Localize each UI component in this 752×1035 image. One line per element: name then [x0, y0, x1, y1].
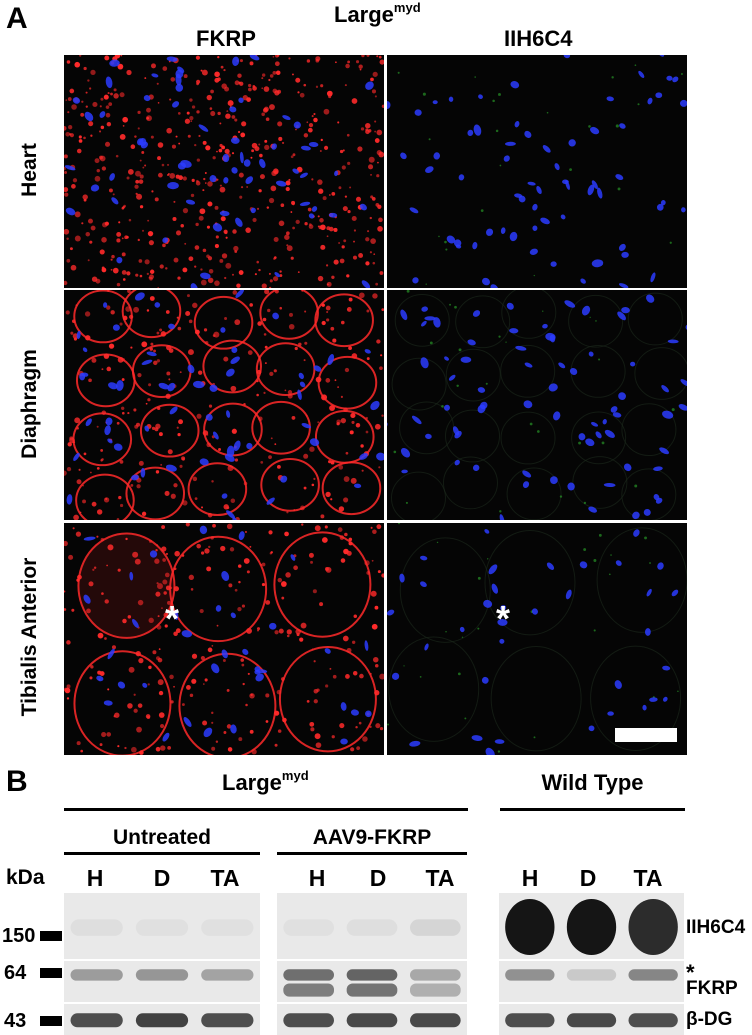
blot-aav9-fkrp	[277, 961, 467, 1002]
asterisk-tibialis-iih6c4: *	[496, 598, 511, 639]
marker-64-tick	[40, 968, 62, 978]
blot-untreated-bdg	[64, 1004, 260, 1035]
aav9-fkrp-rule	[277, 852, 467, 855]
lane-label-aav9-ta: TA	[425, 865, 455, 891]
kda-label: kDa	[6, 866, 45, 889]
micrograph-heart-iih6c4	[387, 55, 687, 288]
scale-bar	[615, 728, 677, 742]
asterisk-tibialis-fkrp: *	[165, 598, 180, 639]
fkrp-band-asterisk: *	[686, 960, 695, 985]
antibody-label-iih6c4: IIH6C4	[686, 917, 746, 938]
antibody-label-bdg: β-DG	[686, 1009, 733, 1030]
marker-150: 150	[2, 925, 36, 947]
panel-a-title-main: Large	[334, 2, 394, 27]
antibody-label-fkrp: FKRP	[686, 978, 738, 999]
wild-type-rule	[500, 808, 685, 811]
large-myd-rule	[64, 808, 468, 811]
panel-b-letter: B	[6, 765, 28, 798]
lane-label-aav9-d: D	[369, 865, 387, 891]
marker-64: 64	[4, 962, 27, 984]
marker-43-tick	[40, 1016, 62, 1026]
wild-type-label: Wild Type	[541, 770, 644, 795]
lane-label-wt-d: D	[579, 865, 597, 891]
untreated-label: Untreated	[112, 826, 212, 849]
marker-150-tick	[40, 931, 62, 941]
micrograph-heart-fkrp	[64, 55, 384, 288]
untreated-rule	[64, 852, 260, 855]
lane-label-aav9-h: H	[308, 865, 326, 891]
micrograph-tibialis-fkrp	[64, 523, 384, 755]
panel-a-title-sup: myd	[393, 0, 421, 15]
marker-43: 43	[4, 1010, 27, 1032]
blot-aav9-bdg	[277, 1004, 467, 1035]
blot-wt-bdg	[499, 1004, 684, 1035]
blot-wt-iih6c4	[499, 893, 684, 959]
micrograph-tibialis-iih6c4	[387, 523, 687, 755]
column-label-fkrp: FKRP	[196, 26, 256, 51]
column-label-iih6c4: IIH6C4	[504, 26, 573, 51]
panel-a-letter: A	[6, 2, 28, 35]
blot-aav9-iih6c4	[277, 893, 467, 959]
lane-label-wt-ta: TA	[633, 865, 663, 891]
micrograph-diaphragm-iih6c4	[387, 290, 687, 520]
aav9-fkrp-label: AAV9-FKRP	[312, 826, 432, 849]
lane-label-untreated-d: D	[153, 865, 171, 891]
lane-label-untreated-ta: TA	[210, 865, 240, 891]
row-label-heart: Heart	[18, 143, 41, 197]
panel-a-title: Largemyd	[334, 0, 421, 28]
panel-b-title-main: Large	[222, 770, 282, 795]
blot-untreated-fkrp	[64, 961, 260, 1002]
blot-untreated-iih6c4	[64, 893, 260, 959]
row-label-tibialis-anterior: Tibialis Anterior	[18, 557, 41, 717]
lane-label-wt-h: H	[521, 865, 539, 891]
micrograph-diaphragm-fkrp	[64, 290, 384, 520]
row-label-diaphragm: Diaphragm	[18, 349, 41, 459]
lane-label-untreated-h: H	[86, 865, 104, 891]
panel-b-title-sup: myd	[281, 768, 309, 783]
blot-wt-fkrp	[499, 961, 684, 1002]
panel-b-title: Largemyd	[222, 768, 309, 796]
